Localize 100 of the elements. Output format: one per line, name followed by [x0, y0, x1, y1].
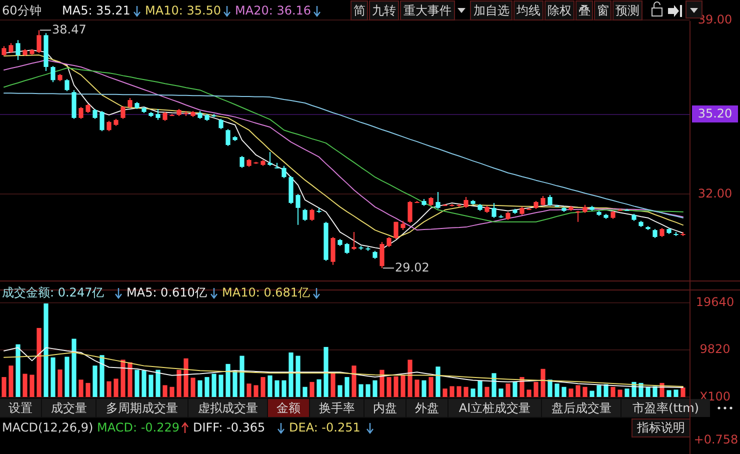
bar [492, 373, 496, 397]
bar [680, 388, 686, 397]
bar [260, 377, 266, 397]
text: 换手率 [318, 400, 355, 415]
candlestick [268, 151, 272, 166]
text: 加自选 [473, 3, 510, 18]
bar [316, 379, 322, 397]
series-label: 成交金额: 0.247亿 [2, 285, 104, 300]
text: 窗 [596, 3, 609, 18]
bar [282, 380, 286, 397]
candlestick [240, 155, 244, 168]
bar [470, 388, 476, 397]
bar [400, 375, 406, 397]
candlestick [540, 195, 546, 206]
bar [92, 366, 98, 397]
text: 设置 [8, 400, 32, 415]
text: MA10: 0.681亿 [222, 285, 310, 300]
candlestick [492, 202, 496, 218]
y-tick-label: 39.00 [698, 12, 732, 26]
text: 盘后成交量 [551, 400, 612, 415]
bar [548, 380, 552, 397]
candlestick [386, 236, 392, 248]
candlestick [156, 108, 160, 120]
candlestick [408, 200, 412, 224]
bar [394, 376, 398, 397]
bar [618, 390, 622, 397]
text: 叠 [578, 3, 590, 18]
text: MA5: 35.21 [62, 3, 130, 18]
bar [184, 358, 188, 397]
bar [596, 385, 602, 397]
candlestick [464, 196, 468, 208]
text: 除权 [548, 3, 572, 18]
bar [274, 380, 280, 397]
bar [226, 364, 230, 397]
candlestick [36, 30, 42, 54]
bar [422, 380, 426, 397]
candlestick [106, 120, 112, 132]
bar [554, 384, 560, 397]
bar [534, 382, 538, 397]
bar [338, 385, 342, 397]
candlestick [436, 192, 440, 210]
bar [44, 303, 48, 397]
bar [344, 377, 350, 397]
bar [562, 386, 566, 397]
bar [568, 388, 574, 397]
bar [604, 384, 608, 397]
candlestick [8, 42, 14, 54]
bar [254, 385, 258, 397]
bar [456, 386, 462, 397]
bar [540, 368, 546, 397]
bar [414, 380, 420, 397]
bar [232, 370, 238, 397]
candlestick [218, 118, 224, 130]
candlestick [344, 242, 350, 254]
ref-line-label: 35.20 [698, 106, 732, 121]
candlestick [2, 46, 6, 57]
bar [330, 372, 336, 397]
candlestick [50, 65, 56, 83]
candlestick [330, 236, 336, 266]
text: 均线 [516, 3, 540, 18]
bar [64, 356, 70, 397]
bar [2, 377, 6, 397]
bar [190, 378, 196, 397]
candlestick [64, 78, 70, 92]
bar [478, 380, 482, 397]
bar [170, 386, 174, 397]
bar [212, 374, 216, 397]
candlestick [380, 241, 384, 269]
bar [646, 388, 650, 397]
text: 指标说明 [636, 420, 685, 434]
bar [156, 370, 160, 397]
candlestick [282, 165, 286, 179]
text: 简 [353, 3, 366, 18]
bar [386, 377, 392, 397]
candlestick [394, 221, 398, 240]
bar [162, 385, 168, 397]
text: 预测 [616, 3, 640, 18]
candlestick [100, 110, 104, 132]
bar [198, 380, 202, 397]
bar [86, 382, 90, 397]
candlestick [120, 106, 126, 120]
bar [148, 374, 154, 397]
candlestick [226, 128, 230, 147]
text: 金额 [276, 400, 300, 415]
y-tick-label: 32.00 [698, 186, 732, 200]
bar [324, 346, 328, 397]
bar [16, 344, 20, 397]
bar [450, 386, 454, 397]
bar [22, 374, 28, 397]
bar [464, 386, 468, 397]
bar [358, 384, 364, 397]
text: MA5: 0.610亿 [126, 285, 207, 300]
bar [8, 366, 14, 397]
bar [366, 384, 370, 397]
chart-title: 60分钟 [2, 3, 42, 18]
candlestick [92, 108, 98, 120]
bar [100, 355, 104, 397]
bar [72, 338, 76, 397]
bar [666, 390, 672, 397]
bar [498, 388, 504, 397]
